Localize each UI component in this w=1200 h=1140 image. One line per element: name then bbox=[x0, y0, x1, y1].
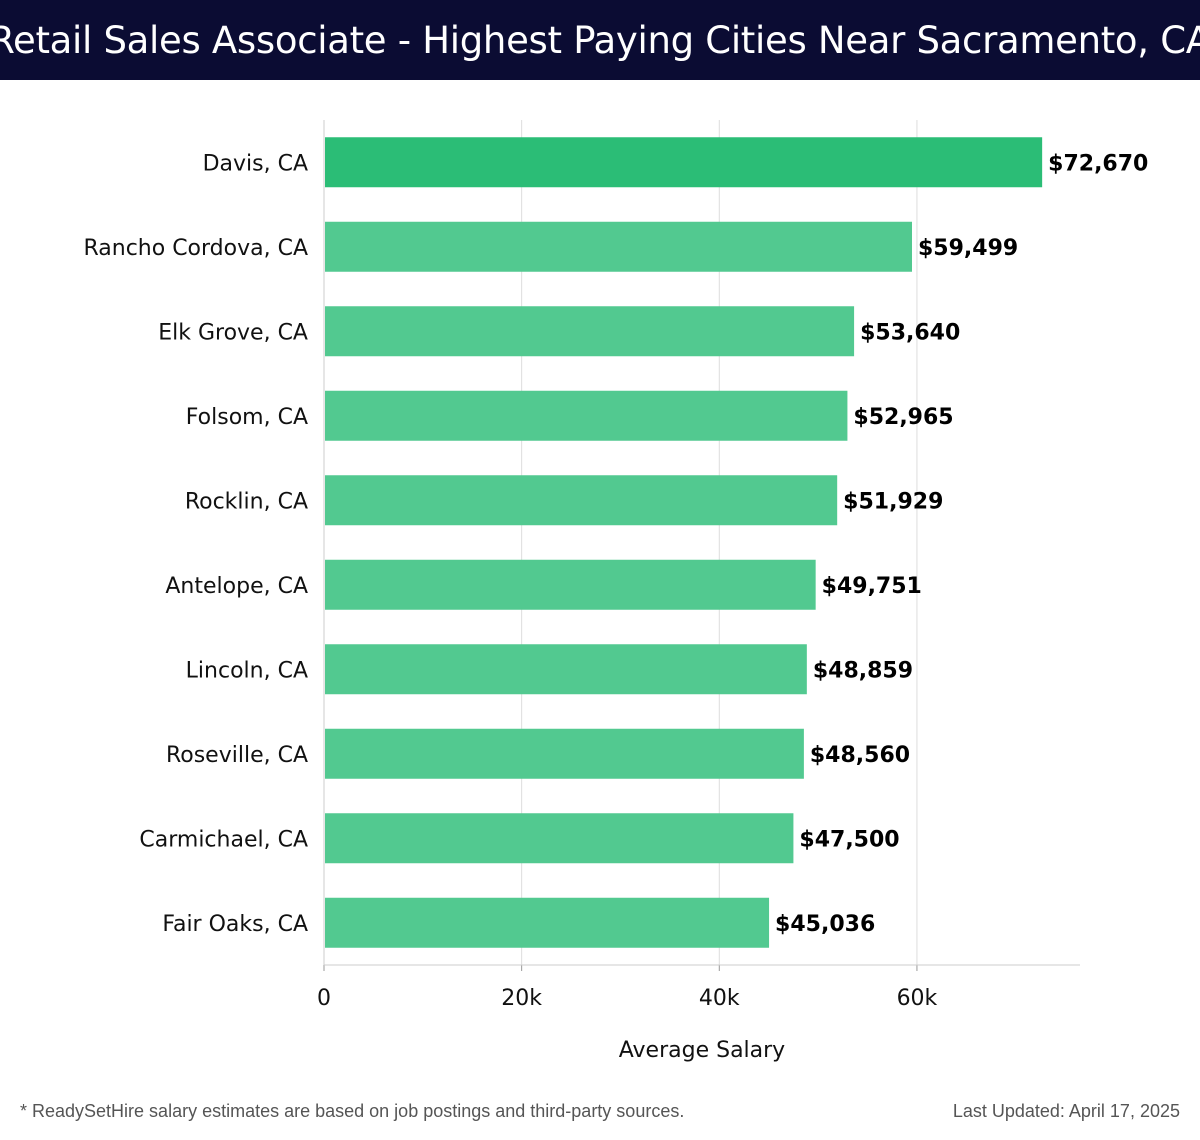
category-label: Lincoln, CA bbox=[186, 658, 308, 683]
bar bbox=[325, 644, 807, 695]
value-label: $49,751 bbox=[822, 574, 922, 599]
bar bbox=[325, 475, 838, 526]
category-label: Antelope, CA bbox=[165, 574, 308, 599]
bar bbox=[325, 813, 794, 864]
bar-layer bbox=[325, 137, 1043, 948]
chart-title: Retail Sales Associate - Highest Paying … bbox=[0, 18, 1200, 62]
bar bbox=[325, 306, 855, 357]
value-label: $45,036 bbox=[775, 912, 875, 937]
category-label: Rancho Cordova, CA bbox=[83, 236, 308, 261]
bar bbox=[325, 728, 804, 779]
value-label: $53,640 bbox=[860, 320, 960, 345]
category-label: Folsom, CA bbox=[186, 405, 308, 430]
value-label: $48,560 bbox=[810, 743, 910, 768]
value-label: $47,500 bbox=[799, 827, 899, 852]
category-label: Fair Oaks, CA bbox=[162, 912, 308, 937]
x-tick-label: 20k bbox=[501, 986, 542, 1011]
category-label: Rocklin, CA bbox=[185, 489, 308, 514]
bar bbox=[325, 221, 912, 272]
category-label: Elk Grove, CA bbox=[158, 320, 308, 345]
bar bbox=[325, 897, 770, 948]
x-axis-title: Average Salary bbox=[619, 1038, 785, 1063]
footnote: * ReadySetHire salary estimates are base… bbox=[20, 1101, 685, 1121]
axis-layer: 0 20k 40k 60k Average Salary bbox=[317, 120, 1080, 1063]
bar bbox=[325, 390, 848, 441]
category-label: Roseville, CA bbox=[166, 743, 308, 768]
category-label: Carmichael, CA bbox=[139, 827, 308, 852]
value-label: $51,929 bbox=[843, 489, 943, 514]
chart-area: Davis, CA $72,670 Rancho Cordova, CA $59,49… bbox=[0, 80, 1200, 1080]
value-label: $72,670 bbox=[1048, 151, 1148, 176]
x-tick-label: 40k bbox=[699, 986, 740, 1011]
bar bbox=[325, 137, 1043, 188]
category-label: Davis, CA bbox=[203, 151, 308, 176]
value-label: $52,965 bbox=[853, 405, 953, 430]
value-label: $59,499 bbox=[918, 236, 1018, 261]
chart-footer: * ReadySetHire salary estimates are base… bbox=[0, 1095, 1200, 1131]
chart-header: Retail Sales Associate - Highest Paying … bbox=[0, 0, 1200, 80]
x-tick-label: 0 bbox=[317, 986, 331, 1011]
label-layer: Davis, CA $72,670 Rancho Cordova, CA $59,49… bbox=[83, 151, 1148, 937]
bar bbox=[325, 559, 816, 610]
last-updated: Last Updated: April 17, 2025 bbox=[952, 1101, 1180, 1121]
value-label: $48,859 bbox=[813, 658, 913, 683]
x-tick-label: 60k bbox=[897, 986, 938, 1011]
bar-chart: Davis, CA $72,670 Rancho Cordova, CA $59,49… bbox=[83, 120, 1148, 1063]
